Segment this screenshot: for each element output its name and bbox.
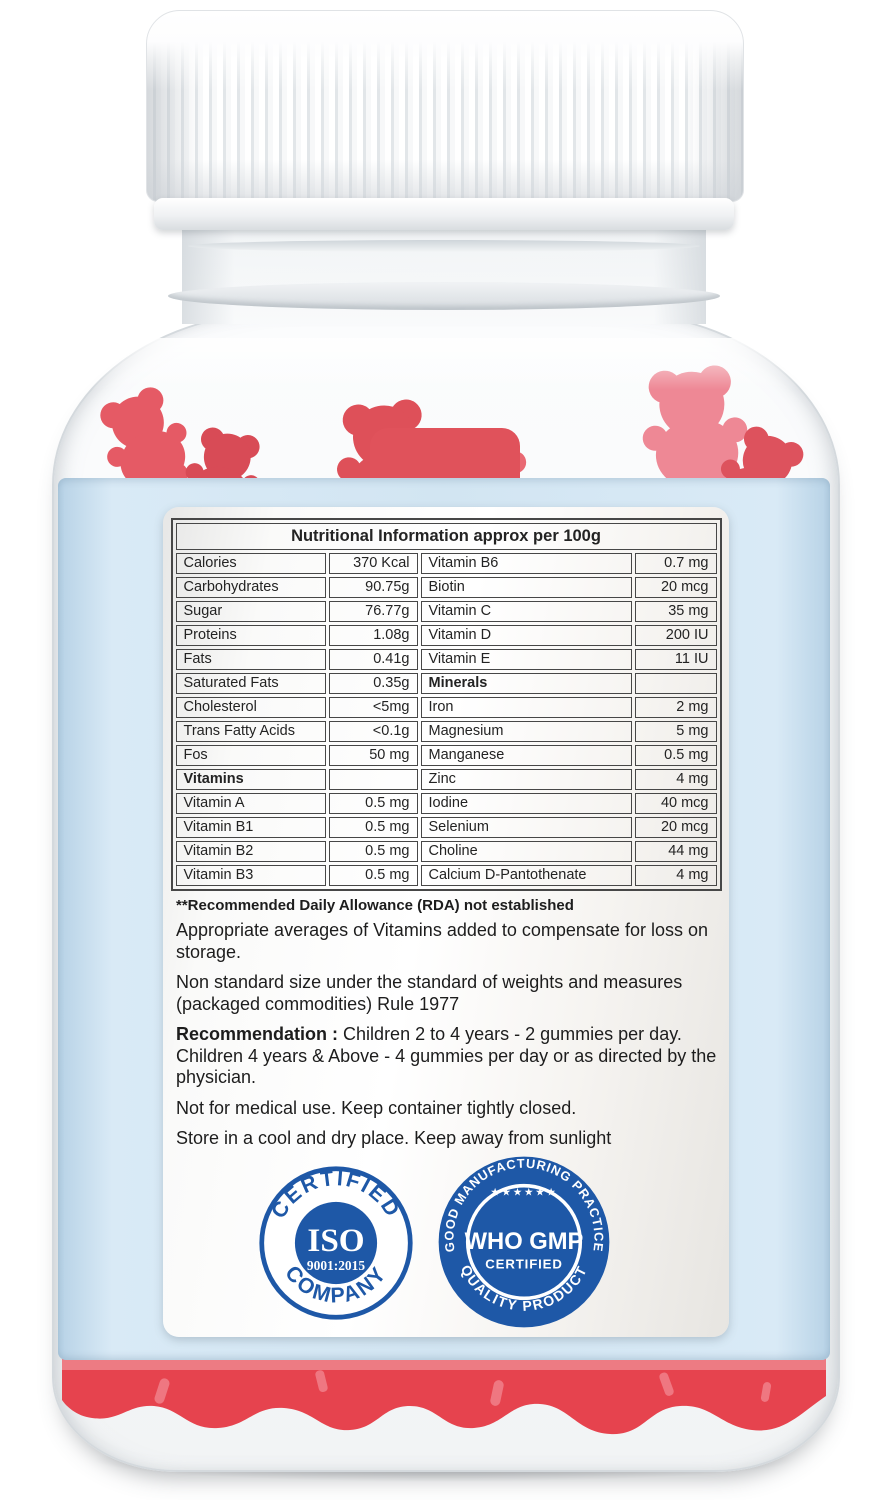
gmp-center-text: WHO GMP — [465, 1228, 584, 1255]
label-white-panel: Nutritional Information approx per 100g … — [163, 507, 729, 1337]
table-header-row: Nutritional Information approx per 100g — [175, 523, 717, 550]
neck-thread-ring — [188, 240, 700, 252]
nutrient-cell: Fos — [175, 745, 326, 766]
nutrient-cell: Iodine — [420, 793, 632, 814]
nutrient-cell: Vitamin B6 — [420, 553, 632, 574]
value-cell: 0.35g — [328, 673, 418, 694]
bottle-cap — [146, 10, 744, 202]
nutrient-cell: Fats — [175, 649, 326, 670]
value-cell: 20 mcg — [634, 577, 717, 598]
nutrient-cell: Carbohydrates — [175, 577, 326, 598]
rda-note: **Recommended Daily Allowance (RDA) not … — [176, 897, 574, 914]
nutrient-cell: Zinc — [420, 769, 632, 790]
nutrient-cell: Trans Fatty Acids — [175, 721, 326, 742]
value-cell: 20 mcg — [634, 817, 717, 838]
value-cell: 4 mg — [634, 865, 717, 886]
nutrient-cell: Calories — [175, 553, 326, 574]
value-cell: 44 mg — [634, 841, 717, 862]
value-cell: 5 mg — [634, 721, 717, 742]
nutrient-cell: Selenium — [420, 817, 632, 838]
value-cell: <5mg — [328, 697, 418, 718]
value-cell: 0.5 mg — [328, 841, 418, 862]
table-title: Nutritional Information approx per 100g — [175, 523, 717, 550]
nutrient-cell: Iron — [420, 697, 632, 718]
neck-flange-ring — [168, 282, 720, 310]
storage-note: Appropriate averages of Vitamins added t… — [176, 920, 708, 962]
table-row: Vitamin B2 0.5 mg Choline 44 mg — [175, 841, 717, 862]
nutrient-cell: Vitamin A — [175, 793, 326, 814]
value-cell: 40 mcg — [634, 793, 717, 814]
nutrient-cell: Vitamin B1 — [175, 817, 326, 838]
nutrient-cell: Manganese — [420, 745, 632, 766]
nutrient-cell: Vitamin C — [420, 601, 632, 622]
table-row: Vitamins Zinc 4 mg — [175, 769, 717, 790]
value-cell: 76.77g — [328, 601, 418, 622]
who-gmp-badge: GOOD MANUFACTURING PRACTICE QUALITY PROD… — [438, 1156, 610, 1328]
table-row: Fats 0.41g Vitamin E 11 IU — [175, 649, 717, 670]
nutrient-cell: Vitamin D — [420, 625, 632, 646]
iso-certified-badge: CERTIFIED COMPANY ISO 9001:2015 — [259, 1166, 413, 1320]
bottle-cap-lip — [154, 198, 734, 230]
recommendation-note: Recommendation : Children 2 to 4 years -… — [176, 1024, 718, 1089]
recommendation-label: Recommendation : — [176, 1024, 339, 1044]
value-cell: 0.7 mg — [634, 553, 717, 574]
standard-note: Non standard size under the standard of … — [176, 972, 683, 1014]
table-row: Trans Fatty Acids <0.1g Magnesium 5 mg — [175, 721, 717, 742]
table-row: Vitamin B3 0.5 mg Calcium D-Pantothenate 4 … — [175, 865, 717, 886]
value-cell — [328, 769, 418, 790]
gmp-sub-text: CERTIFIED — [485, 1256, 563, 1271]
nutrient-cell: Vitamin B3 — [175, 865, 326, 886]
value-cell: 0.5 mg — [328, 817, 418, 838]
value-cell: 0.5 mg — [328, 865, 418, 886]
value-cell: 35 mg — [634, 601, 717, 622]
store-note: Store in a cool and dry place. Keep away… — [176, 1128, 612, 1148]
nutrient-cell: Cholesterol — [175, 697, 326, 718]
value-cell: 0.5 mg — [328, 793, 418, 814]
value-cell — [634, 673, 717, 694]
nutrition-table: Nutritional Information approx per 100g … — [170, 518, 722, 891]
table-row: Saturated Fats 0.35g Minerals — [175, 673, 717, 694]
iso-code-text: 9001:2015 — [307, 1258, 365, 1273]
value-cell: <0.1g — [328, 721, 418, 742]
value-cell: 0.41g — [328, 649, 418, 670]
nutrient-cell: Vitamin B2 — [175, 841, 326, 862]
label-notes: **Recommended Daily Allowance (RDA) not … — [176, 896, 718, 1159]
value-cell: 4 mg — [634, 769, 717, 790]
value-cell: 370 Kcal — [328, 553, 418, 574]
table-row: Carbohydrates 90.75g Biotin 20 mcg — [175, 577, 717, 598]
nutrient-cell: Calcium D-Pantothenate — [420, 865, 632, 886]
table-row: Cholesterol <5mg Iron 2 mg — [175, 697, 717, 718]
table-row: Fos 50 mg Manganese 0.5 mg — [175, 745, 717, 766]
value-cell: 200 IU — [634, 625, 717, 646]
section-cell-minerals: Minerals — [420, 673, 632, 694]
table-row: Proteins 1.08g Vitamin D 200 IU — [175, 625, 717, 646]
nutrient-cell: Magnesium — [420, 721, 632, 742]
table-row: Vitamin B1 0.5 mg Selenium 20 mcg — [175, 817, 717, 838]
section-cell-vitamins: Vitamins — [175, 769, 326, 790]
value-cell: 11 IU — [634, 649, 717, 670]
value-cell: 0.5 mg — [634, 745, 717, 766]
nutrient-cell: Saturated Fats — [175, 673, 326, 694]
nutrient-cell: Biotin — [420, 577, 632, 598]
table-row: Vitamin A 0.5 mg Iodine 40 mcg — [175, 793, 717, 814]
nutrient-cell: Sugar — [175, 601, 326, 622]
iso-center-text: ISO — [307, 1222, 364, 1259]
value-cell: 50 mg — [328, 745, 418, 766]
table-row: Sugar 76.77g Vitamin C 35 mg — [175, 601, 717, 622]
nutrient-cell: Choline — [420, 841, 632, 862]
recommendation-text: Children 2 to 4 years - 2 gummies per da… — [176, 1024, 717, 1087]
nutrient-cell: Proteins — [175, 625, 326, 646]
value-cell: 2 mg — [634, 697, 717, 718]
value-cell: 1.08g — [328, 625, 418, 646]
nutrient-cell: Vitamin E — [420, 649, 632, 670]
value-cell: 90.75g — [328, 577, 418, 598]
medical-note: Not for medical use. Keep container tigh… — [176, 1097, 577, 1118]
gummy-bears-bottom — [62, 1356, 826, 1435]
table-row: Calories 370 Kcal Vitamin B6 0.7 mg — [175, 553, 717, 574]
